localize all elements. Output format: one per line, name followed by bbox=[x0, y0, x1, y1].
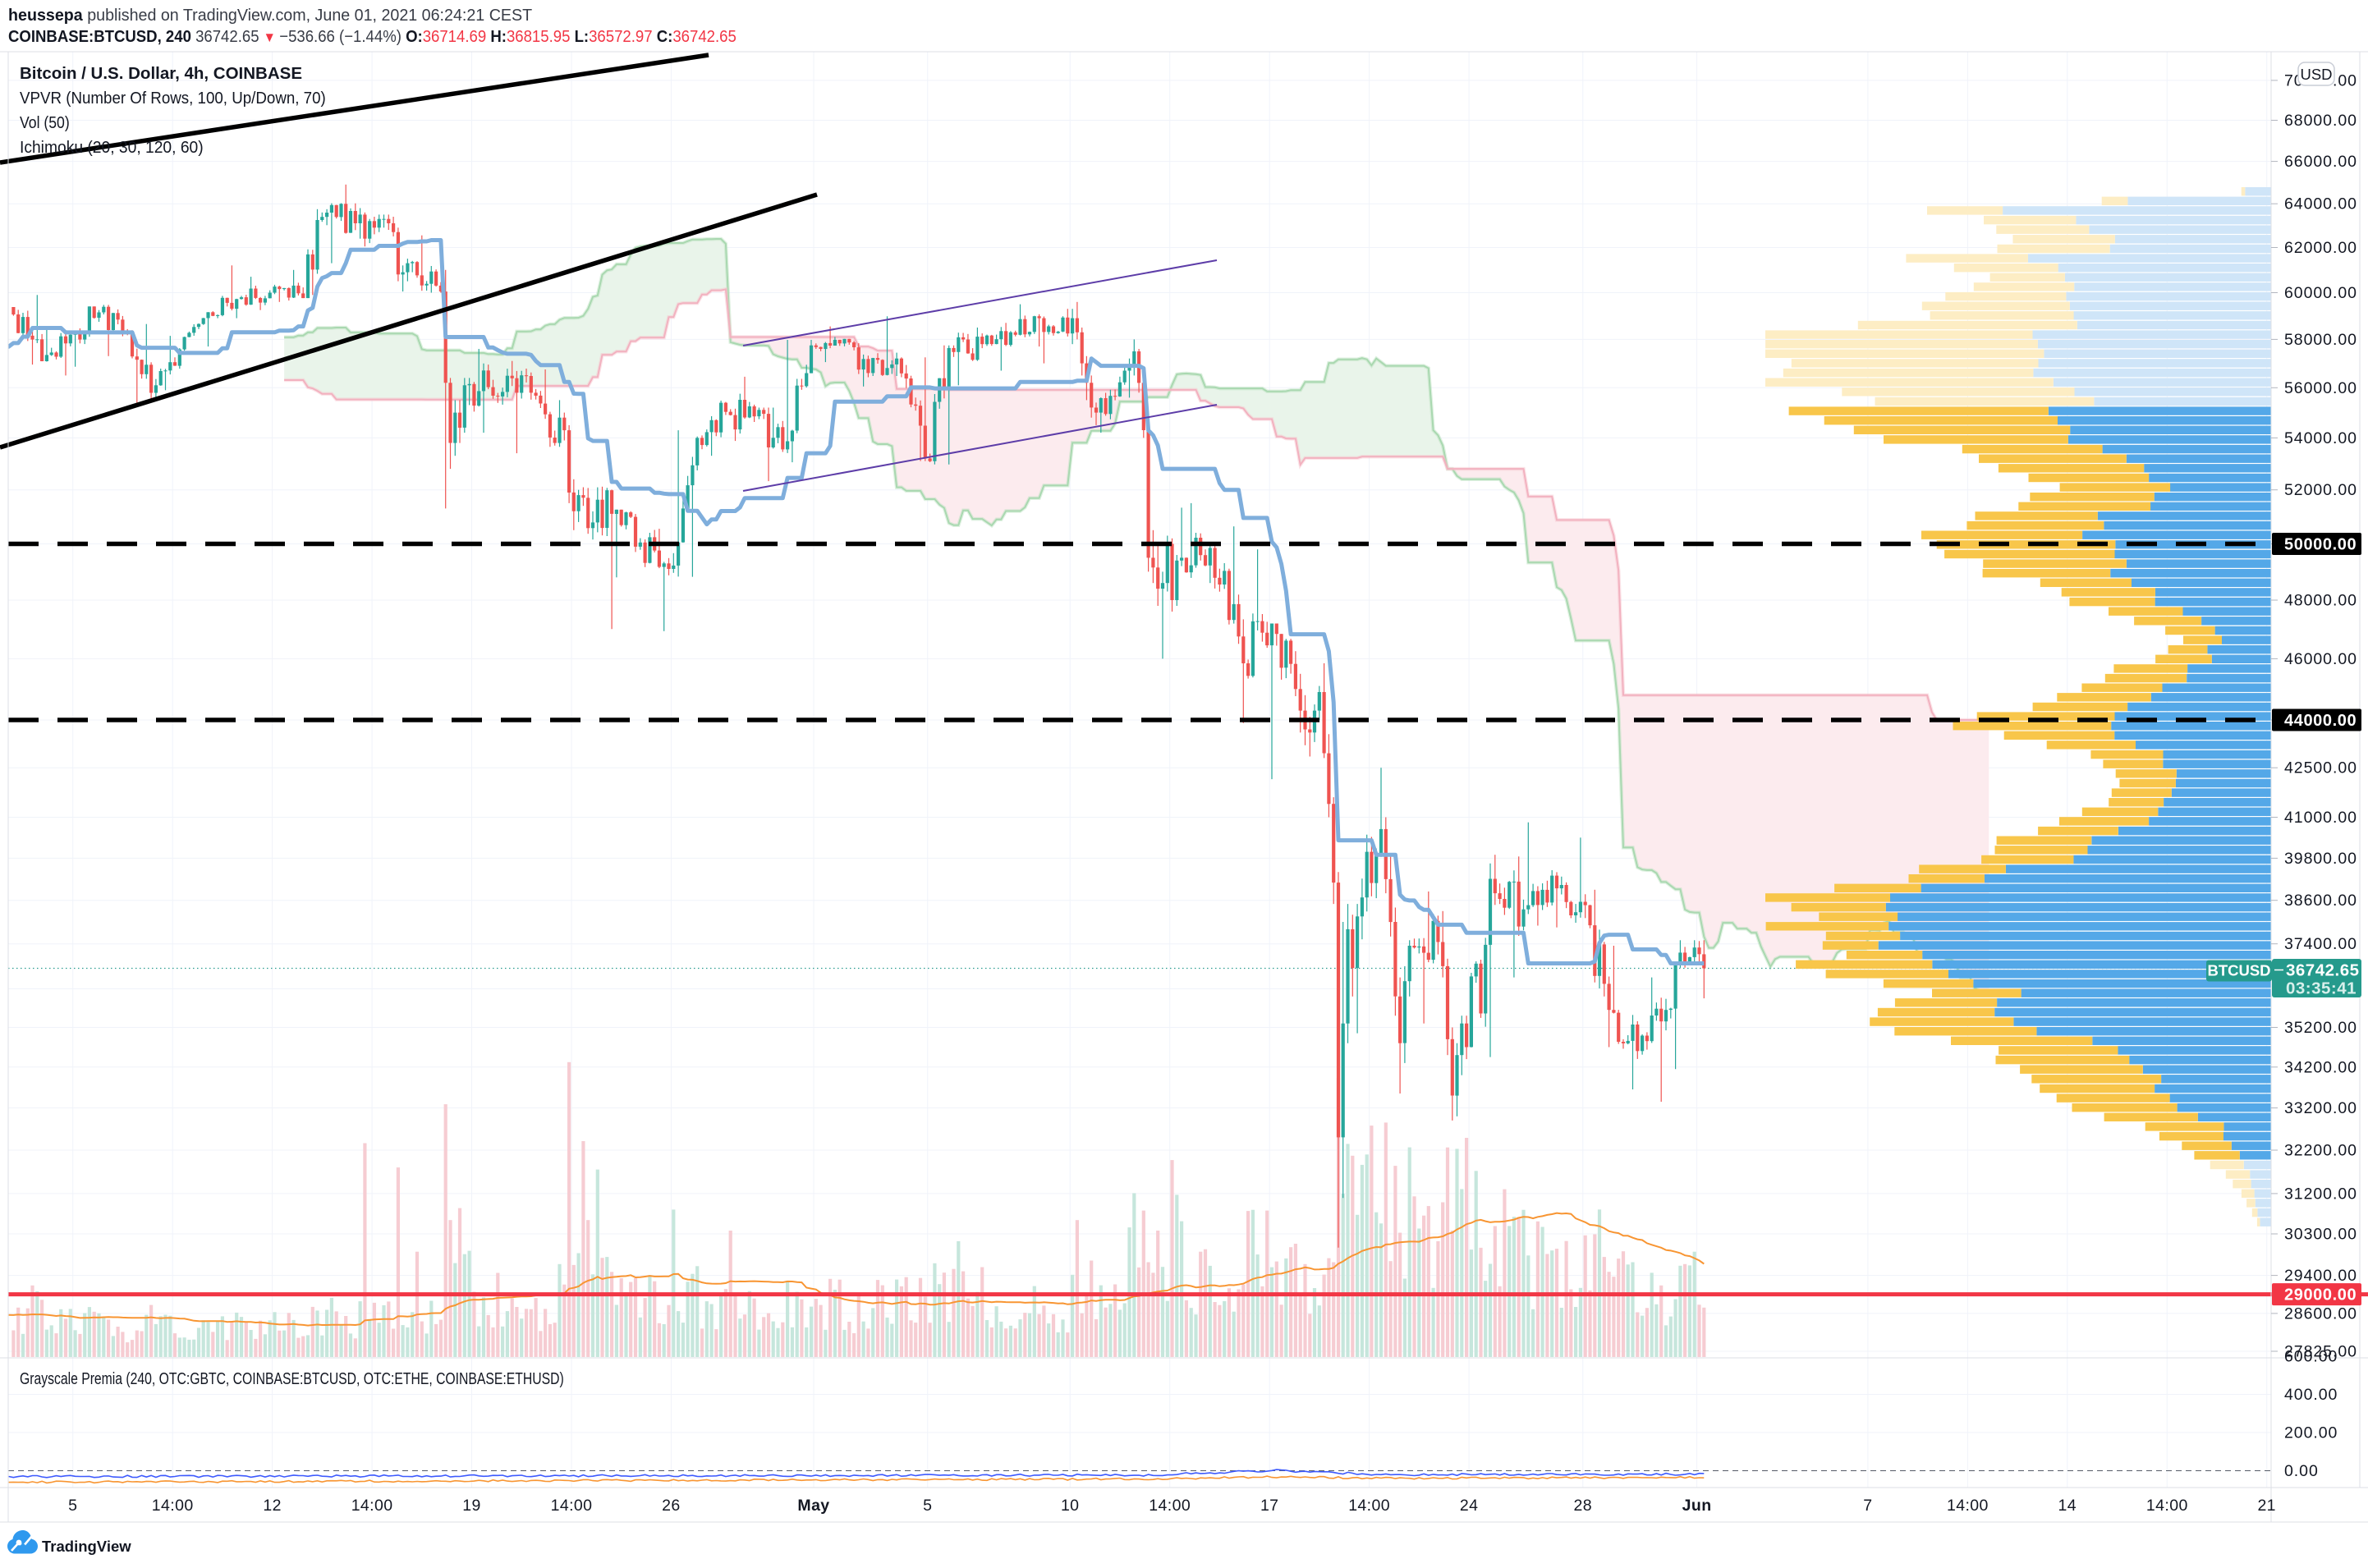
svg-text:14:00: 14:00 bbox=[1348, 1497, 1390, 1515]
svg-text:400.00: 400.00 bbox=[2284, 1386, 2338, 1404]
svg-text:14:00: 14:00 bbox=[1947, 1497, 1989, 1515]
svg-text:46000.00: 46000.00 bbox=[2284, 650, 2357, 668]
svg-text:14:00: 14:00 bbox=[351, 1497, 393, 1515]
svg-text:29400.00: 29400.00 bbox=[2284, 1267, 2357, 1285]
svg-text:Ichimoku (20, 30, 120, 60): Ichimoku (20, 30, 120, 60) bbox=[20, 138, 204, 157]
svg-text:COINBASE:BTCUSD, 240 36742.65: COINBASE:BTCUSD, 240 36742.65 ▼ −536.66 … bbox=[8, 27, 737, 46]
svg-text:24: 24 bbox=[1460, 1497, 1479, 1515]
svg-text:TradingView: TradingView bbox=[42, 1538, 131, 1555]
svg-text:600.00: 600.00 bbox=[2284, 1348, 2338, 1366]
svg-text:60000.00: 60000.00 bbox=[2284, 284, 2357, 302]
svg-text:200.00: 200.00 bbox=[2284, 1424, 2338, 1442]
svg-text:58000.00: 58000.00 bbox=[2284, 331, 2357, 349]
svg-text:0.00: 0.00 bbox=[2284, 1462, 2319, 1480]
svg-text:26: 26 bbox=[662, 1497, 681, 1515]
svg-text:27825.00: 27825.00 bbox=[2284, 1343, 2357, 1361]
svg-text:14:00: 14:00 bbox=[2146, 1497, 2188, 1515]
svg-text:Bitcoin / U.S. Dollar, 4h, COI: Bitcoin / U.S. Dollar, 4h, COINBASE bbox=[20, 64, 302, 83]
svg-text:48000.00: 48000.00 bbox=[2284, 592, 2357, 610]
svg-text:41000.00: 41000.00 bbox=[2284, 809, 2357, 827]
svg-text:35200.00: 35200.00 bbox=[2284, 1019, 2357, 1037]
svg-text:28: 28 bbox=[1574, 1497, 1593, 1515]
svg-text:44000.00: 44000.00 bbox=[2284, 712, 2357, 730]
svg-text:66000.00: 66000.00 bbox=[2284, 153, 2357, 171]
svg-text:38600.00: 38600.00 bbox=[2284, 892, 2357, 910]
svg-text:54000.00: 54000.00 bbox=[2284, 429, 2357, 447]
svg-text:heussepa published on TradingV: heussepa published on TradingView.com, J… bbox=[8, 7, 532, 25]
svg-text:BTCUSD: BTCUSD bbox=[2207, 962, 2270, 979]
svg-text:7: 7 bbox=[1863, 1497, 1872, 1515]
svg-text:28600.00: 28600.00 bbox=[2284, 1304, 2357, 1323]
svg-text:19: 19 bbox=[462, 1497, 481, 1515]
svg-text:21: 21 bbox=[2257, 1497, 2276, 1515]
svg-text:34200.00: 34200.00 bbox=[2284, 1058, 2357, 1076]
svg-text:14:00: 14:00 bbox=[551, 1497, 593, 1515]
svg-text:52000.00: 52000.00 bbox=[2284, 481, 2357, 499]
svg-text:5: 5 bbox=[68, 1497, 77, 1515]
svg-text:39800.00: 39800.00 bbox=[2284, 850, 2357, 868]
svg-text:36742.65: 36742.65 bbox=[2286, 961, 2360, 980]
svg-text:Grayscale Premia (240, OTC:GBT: Grayscale Premia (240, OTC:GBTC, COINBAS… bbox=[20, 1369, 564, 1388]
svg-text:14: 14 bbox=[2058, 1497, 2077, 1515]
svg-text:May: May bbox=[797, 1497, 829, 1515]
svg-text:29000.00: 29000.00 bbox=[2284, 1286, 2357, 1304]
svg-text:42500.00: 42500.00 bbox=[2284, 759, 2357, 777]
svg-text:68000.00: 68000.00 bbox=[2284, 112, 2357, 130]
svg-text:31200.00: 31200.00 bbox=[2284, 1185, 2357, 1203]
svg-text:33200.00: 33200.00 bbox=[2284, 1099, 2357, 1117]
svg-text:30300.00: 30300.00 bbox=[2284, 1226, 2357, 1244]
svg-text:Vol (50): Vol (50) bbox=[20, 114, 70, 133]
svg-text:10: 10 bbox=[1061, 1497, 1080, 1515]
svg-text:USD: USD bbox=[2300, 66, 2332, 83]
svg-text:37400.00: 37400.00 bbox=[2284, 935, 2357, 953]
svg-text:14:00: 14:00 bbox=[1149, 1497, 1191, 1515]
svg-text:56000.00: 56000.00 bbox=[2284, 379, 2357, 397]
svg-text:64000.00: 64000.00 bbox=[2284, 195, 2357, 213]
svg-text:32200.00: 32200.00 bbox=[2284, 1142, 2357, 1160]
svg-text:17: 17 bbox=[1260, 1497, 1279, 1515]
svg-text:62000.00: 62000.00 bbox=[2284, 239, 2357, 257]
svg-text:50000.00: 50000.00 bbox=[2284, 536, 2357, 554]
svg-text:VPVR (Number Of Rows, 100, Up/: VPVR (Number Of Rows, 100, Up/Down, 70) bbox=[20, 89, 326, 108]
svg-text:03:35:41: 03:35:41 bbox=[2286, 979, 2357, 998]
svg-text:14:00: 14:00 bbox=[152, 1497, 194, 1515]
svg-text:Jun: Jun bbox=[1682, 1497, 1712, 1515]
svg-text:12: 12 bbox=[263, 1497, 282, 1515]
svg-text:5: 5 bbox=[923, 1497, 932, 1515]
